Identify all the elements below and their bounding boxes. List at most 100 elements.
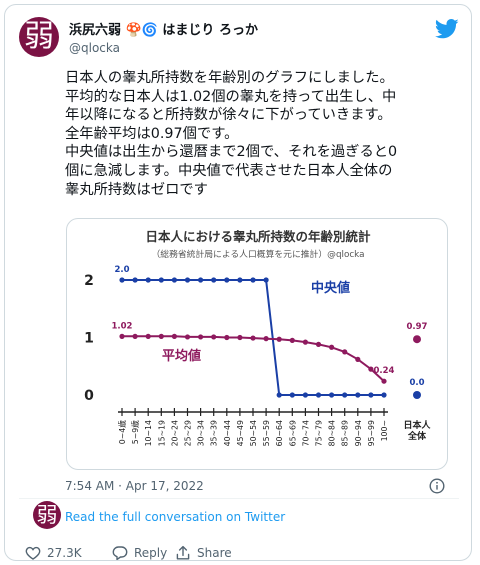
x-tick-label: 90~94	[354, 420, 363, 446]
series-point-1	[184, 334, 191, 340]
x-tick-label: 85~89	[341, 420, 350, 446]
chart-svg: 日本人における睾丸所持数の年齢別統計 （総務省統計局による人口概算を元に推計）@q…	[84, 229, 431, 446]
x-tick-label: 80~84	[328, 420, 337, 446]
tweet-text-line: 個に急減します。中央値で代表させた日本人全体の	[65, 162, 393, 179]
reply-button[interactable]: Reply	[112, 543, 167, 560]
like-count: 27.3K	[47, 546, 82, 560]
series-point-0	[315, 392, 322, 398]
x-tick-label: 10~14	[144, 420, 153, 446]
y-tick-label: 1	[84, 331, 94, 347]
tweet-text-line: 睾丸所持数はゼロです	[65, 181, 208, 198]
divider	[19, 498, 459, 499]
series-point-1	[355, 356, 361, 362]
info-icon[interactable]	[429, 478, 445, 494]
tweet-timestamp[interactable]: 7:54 AM · Apr 17, 2022	[65, 479, 204, 493]
series-point-1	[315, 341, 322, 347]
series-point-1	[158, 333, 164, 339]
x-tick-label: 35~39	[210, 420, 219, 446]
series-point-0	[132, 277, 138, 283]
series-overall-label-0: 0.0	[409, 378, 424, 388]
x-tick-label-overall-line1: 日本人	[403, 419, 431, 431]
small-avatar-glyph: 弱	[36, 503, 58, 527]
series-point-0	[119, 277, 125, 283]
series-point-1	[368, 366, 374, 372]
tweet-text-line: 全年齢平均は0.97個です。	[65, 125, 239, 142]
series-overall-point-0	[413, 391, 421, 399]
small-avatar: 弱	[33, 501, 61, 529]
series-point-0	[302, 392, 308, 398]
x-tick-label: 25~29	[184, 420, 193, 446]
series-point-1	[119, 333, 125, 339]
tweet-text: 日本人の睾丸所持数を年齢別のグラフにしました。 平均的な日本人は1.02個の睾丸…	[65, 69, 460, 199]
x-tick-label: 95~99	[367, 420, 376, 446]
series-point-1	[276, 336, 282, 342]
user-handle[interactable]: @qlocka	[69, 41, 120, 55]
series-point-0	[250, 277, 256, 283]
series-start-label-0: 2.0	[114, 265, 129, 275]
chart-title: 日本人における睾丸所持数の年齢別統計	[145, 229, 371, 244]
series-point-0	[224, 277, 230, 283]
series-point-1	[132, 333, 138, 339]
share-icon	[176, 545, 190, 560]
series-point-0	[184, 277, 191, 283]
series-point-0	[368, 392, 374, 398]
avatar[interactable]: 弱	[19, 17, 59, 57]
tweet-text-line: 日本人の睾丸所持数を年齢別のグラフにしました。	[65, 70, 394, 86]
conversation-row[interactable]: 弱 Read the full conversation on Twitter	[19, 501, 459, 531]
x-tick-label: 65~69	[288, 420, 297, 446]
x-tick-label: 70~74	[301, 420, 310, 446]
series-point-1	[250, 335, 256, 341]
series-point-1	[224, 334, 230, 341]
x-tick-label: 75~79	[315, 420, 324, 446]
chart-subtitle: （総務省統計局による人口概算を元に推計）@qlocka	[151, 248, 364, 260]
twitter-bird-icon[interactable]	[435, 19, 459, 39]
display-name[interactable]: 浜尻六弱 🍄🌀 はまじり ろっか	[69, 23, 258, 38]
x-tick-label: 100~	[380, 420, 389, 441]
action-bar: 27.3K Reply Share	[19, 543, 459, 560]
tweet-text-line: 中央値は出生から還暦まで2個で、それを過ぎると0	[65, 144, 398, 161]
read-conversation-link[interactable]: Read the full conversation on Twitter	[65, 510, 286, 524]
x-tick-label: 45~49	[236, 420, 245, 446]
user-info[interactable]: 浜尻六弱 🍄🌀 はまじり ろっか @qlocka	[69, 19, 258, 55]
tweet-card: 弱 浜尻六弱 🍄🌀 はまじり ろっか @qlocka 日本人の睾丸所持数を年齢別…	[4, 4, 472, 561]
series-point-0	[171, 277, 177, 283]
series-name-label-median: 中央値	[311, 280, 350, 296]
x-tick-label: 60~64	[275, 420, 284, 446]
series-point-1	[381, 378, 387, 384]
series-point-0	[355, 392, 361, 398]
series-point-0	[263, 277, 269, 283]
series-point-1	[342, 349, 348, 355]
series-name-label-mean: 平均値	[162, 348, 201, 364]
x-tick-label: 20~24	[170, 420, 179, 446]
x-tick-label: 30~34	[197, 420, 206, 446]
series-point-1	[302, 339, 308, 345]
reply-icon	[112, 546, 128, 560]
series-point-0	[342, 392, 348, 398]
x-tick-label-overall-line2: 全体	[407, 430, 427, 442]
series-point-1	[145, 333, 151, 339]
series-point-1	[171, 333, 177, 339]
y-tick-label: 0	[84, 388, 94, 404]
series-start-label-1: 1.02	[112, 321, 133, 331]
series-point-1	[198, 334, 204, 340]
share-button[interactable]: Share	[175, 543, 232, 560]
series-point-1	[329, 344, 335, 350]
y-tick-label: 2	[84, 273, 94, 289]
series-point-0	[198, 277, 204, 283]
chart-image[interactable]: 日本人における睾丸所持数の年齢別統計 （総務省統計局による人口概算を元に推計）@q…	[66, 218, 448, 470]
series-point-1	[289, 337, 295, 343]
x-tick-label: 55~59	[262, 420, 271, 446]
series-point-1	[211, 334, 217, 340]
series-point-0	[276, 392, 282, 398]
tweet-header: 弱 浜尻六弱 🍄🌀 はまじり ろっか @qlocka	[19, 17, 459, 59]
x-tick-label: 40~44	[223, 420, 232, 446]
x-tick-label: 5~9歳	[130, 420, 140, 444]
tweet-text-line: 平均的な日本人は1.02個の睾丸を持って出生し、中	[65, 88, 397, 105]
heart-icon	[25, 546, 41, 560]
series-point-1	[263, 336, 269, 342]
share-label: Share	[197, 546, 232, 560]
avatar-glyph: 弱	[24, 19, 54, 54]
series-point-0	[145, 277, 151, 283]
like-button[interactable]: 27.3K	[25, 543, 82, 560]
series-overall-label-1: 0.97	[407, 322, 428, 332]
